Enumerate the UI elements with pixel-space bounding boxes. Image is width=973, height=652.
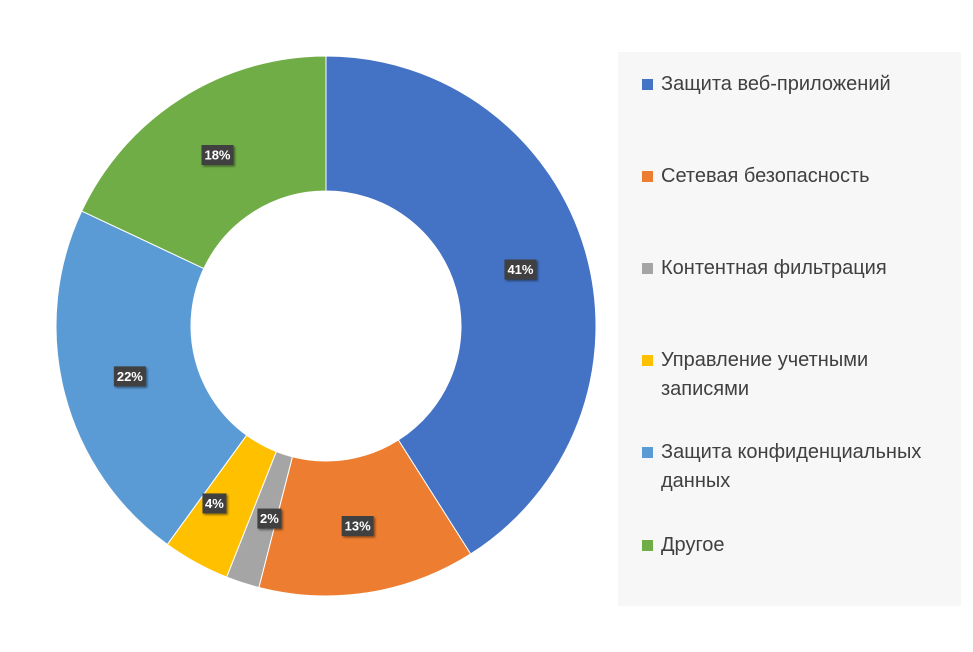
slice-web-app-protection [325, 55, 597, 555]
data-label-box [113, 366, 146, 387]
legend-item-web-app-protection: Защита веб-приложений [642, 70, 942, 99]
data-label-text: 41% [507, 262, 533, 277]
data-label-box [202, 493, 227, 514]
data-label-box [341, 516, 374, 537]
legend-swatch [642, 171, 653, 182]
legend-label: Сетевая безопасность [661, 165, 870, 187]
data-label-box [257, 508, 282, 529]
data-label-box [504, 259, 537, 280]
data-label-content-filtering: 2% [257, 508, 282, 529]
legend-swatch [642, 540, 653, 551]
data-label-text: 22% [117, 369, 143, 384]
data-label-text: 2% [260, 511, 279, 526]
legend-label: Защита конфиденциальных данных [661, 441, 922, 492]
data-label-network-security: 13% [341, 516, 374, 537]
legend-item-other: Другое [642, 531, 942, 560]
legend-label: Защита веб-приложений [661, 73, 891, 95]
chart-legend: Защита веб-приложений Сетевая безопаснос… [618, 52, 961, 606]
data-label-web-app-protection: 41% [504, 259, 537, 280]
data-label-other: 18% [201, 145, 234, 166]
legend-item-content-filtering: Контентная фильтрация [642, 254, 942, 283]
legend-label: Управление учетными записями [661, 349, 869, 400]
data-label-text: 13% [345, 519, 371, 534]
data-label-box [201, 145, 234, 166]
data-label-account-management: 4% [202, 493, 227, 514]
donut-slices [55, 55, 597, 597]
legend-item-network-security: Сетевая безопасность [642, 162, 942, 191]
legend-label: Контентная фильтрация [661, 257, 887, 279]
legend-label: Другое [661, 534, 725, 556]
data-label-text: 18% [204, 148, 230, 163]
data-labels: 41% 13% 2% 4% 22% 18% [113, 145, 537, 537]
slice-confidential-data-protection [55, 210, 248, 546]
legend-swatch [642, 447, 653, 458]
legend-swatch [642, 79, 653, 90]
legend-swatch [642, 355, 653, 366]
data-label-text: 4% [205, 496, 224, 511]
legend-item-confidential-data-protection: Защита конфиденциальных данных [642, 438, 942, 496]
legend-item-account-management: Управление учетными записями [642, 346, 942, 404]
data-label-confidential-data-protection: 22% [113, 366, 146, 387]
legend-swatch [642, 263, 653, 274]
